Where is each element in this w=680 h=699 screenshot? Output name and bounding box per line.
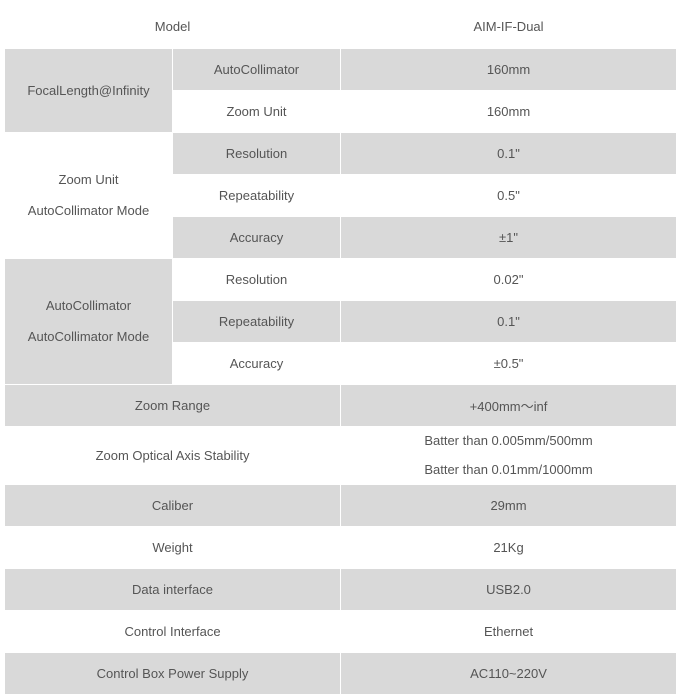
group-focal-length: FocalLength@Infinity — [5, 49, 173, 133]
param-label: Zoom Unit — [173, 91, 341, 133]
table-row: Control Box Power Supply AC110~220V — [5, 653, 677, 695]
param-value: Ethernet — [341, 611, 677, 653]
param-label: Resolution — [173, 259, 341, 301]
spec-table: Model AIM-IF-Dual FocalLength@Infinity A… — [4, 4, 677, 695]
param-label: Weight — [5, 527, 341, 569]
param-label: Control Interface — [5, 611, 341, 653]
param-value: 0.5" — [341, 175, 677, 217]
param-label: Repeatability — [173, 175, 341, 217]
group-autocollimator-mode: AutoCollimator AutoCollimator Mode — [5, 259, 173, 385]
header-value: AIM-IF-Dual — [341, 5, 677, 49]
group-line2: AutoCollimator Mode — [5, 328, 172, 346]
group-line1: AutoCollimator — [5, 297, 172, 315]
param-label: Accuracy — [173, 217, 341, 259]
table-row: Data interface USB2.0 — [5, 569, 677, 611]
param-label: Control Box Power Supply — [5, 653, 341, 695]
param-value: 0.1" — [341, 301, 677, 343]
group-zoom-unit-mode: Zoom Unit AutoCollimator Mode — [5, 133, 173, 259]
group-line1: Zoom Unit — [5, 171, 172, 189]
param-label: Zoom Range — [5, 385, 341, 427]
table-row: Zoom Unit AutoCollimator Mode Resolution… — [5, 133, 677, 175]
table-row: FocalLength@Infinity AutoCollimator 160m… — [5, 49, 677, 91]
param-value: ±1" — [341, 217, 677, 259]
param-value: 160mm — [341, 49, 677, 91]
param-label: Data interface — [5, 569, 341, 611]
param-label: Resolution — [173, 133, 341, 175]
param-value: +400mm～inf — [341, 385, 677, 427]
param-value: USB2.0 — [341, 569, 677, 611]
table-row: Zoom Range +400mm～inf — [5, 385, 677, 427]
param-label: Repeatability — [173, 301, 341, 343]
param-value: 29mm — [341, 485, 677, 527]
table-row: Weight 21Kg — [5, 527, 677, 569]
param-label: AutoCollimator — [173, 49, 341, 91]
table-row: Zoom Optical Axis Stability Batter than … — [5, 427, 677, 485]
value-line1: Batter than 0.005mm/500mm — [341, 427, 676, 456]
group-line2: AutoCollimator Mode — [5, 202, 172, 220]
param-value: AC110~220V — [341, 653, 677, 695]
header-label: Model — [5, 5, 341, 49]
param-value: 160mm — [341, 91, 677, 133]
table-row: AutoCollimator AutoCollimator Mode Resol… — [5, 259, 677, 301]
value-line2: Batter than 0.01mm/1000mm — [341, 456, 676, 485]
param-value: 0.1" — [341, 133, 677, 175]
table-row: Caliber 29mm — [5, 485, 677, 527]
param-label: Accuracy — [173, 343, 341, 385]
table-row: Model AIM-IF-Dual — [5, 5, 677, 49]
table-row: Control Interface Ethernet — [5, 611, 677, 653]
param-value: 21Kg — [341, 527, 677, 569]
param-label: Caliber — [5, 485, 341, 527]
param-value: 0.02" — [341, 259, 677, 301]
param-value: Batter than 0.005mm/500mm Batter than 0.… — [341, 427, 677, 485]
param-value: ±0.5" — [341, 343, 677, 385]
param-label: Zoom Optical Axis Stability — [5, 427, 341, 485]
